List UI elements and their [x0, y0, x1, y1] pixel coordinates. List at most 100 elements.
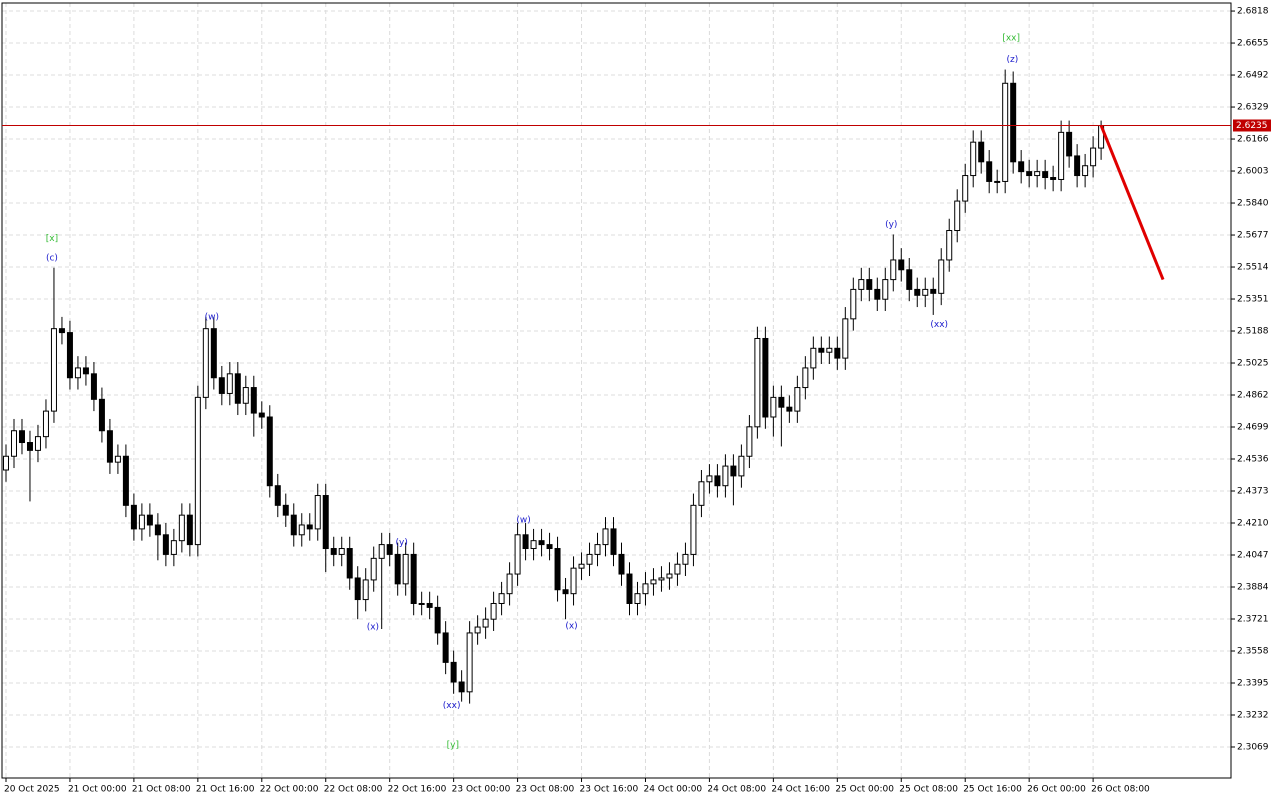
candle-body — [186, 514, 193, 546]
candle-body — [210, 328, 217, 379]
candle-body — [506, 573, 513, 595]
y-tick-label: 2.5840 — [1237, 199, 1269, 209]
candle-body — [130, 504, 137, 530]
candle-body — [1074, 155, 1081, 177]
candle-body — [394, 553, 401, 585]
candle-body — [554, 548, 561, 591]
candle-body — [498, 593, 505, 604]
candle-body — [1050, 177, 1057, 180]
candle-body — [1018, 161, 1025, 173]
x-tick-label: 24 Oct 00:00 — [643, 785, 702, 795]
y-tick-label: 2.3069 — [1237, 742, 1269, 752]
candle-body — [538, 540, 545, 546]
candle-body — [666, 573, 673, 579]
candle-body — [450, 661, 457, 683]
y-tick-label: 2.3232 — [1237, 710, 1269, 720]
candle-body — [298, 524, 305, 536]
x-tick-label: 21 Oct 08:00 — [132, 785, 191, 795]
candle-body — [642, 583, 649, 595]
x-tick-label: 23 Oct 00:00 — [452, 785, 511, 795]
y-tick-label: 2.4047 — [1237, 551, 1269, 561]
candle-body — [1058, 131, 1065, 180]
candle-body — [1066, 131, 1073, 157]
candle-body — [1090, 147, 1097, 167]
candle-body — [882, 279, 889, 300]
candle-body — [730, 465, 737, 477]
y-tick-label: 2.6492 — [1237, 71, 1269, 81]
candle-body — [50, 328, 57, 412]
candle-body — [674, 563, 681, 575]
candle-body — [146, 514, 153, 526]
candle-body — [82, 367, 89, 375]
candle-body — [1082, 165, 1089, 177]
candle-body — [250, 387, 257, 414]
candle-body — [770, 396, 777, 418]
forecast-line — [1099, 124, 1165, 281]
candle-body — [586, 553, 593, 565]
y-tick-label: 2.4862 — [1237, 391, 1269, 401]
y-tick-label: 2.6003 — [1237, 167, 1269, 177]
candle-body — [314, 495, 321, 530]
candle-body — [18, 430, 25, 444]
candle-body — [658, 577, 665, 581]
candle-body — [850, 288, 857, 320]
candle-body — [378, 544, 385, 559]
candle-body — [810, 347, 817, 369]
y-tick-label: 2.3884 — [1237, 582, 1269, 592]
candle-body — [626, 573, 633, 604]
x-tick-label: 26 Oct 08:00 — [1091, 785, 1150, 795]
candle-body — [346, 548, 353, 579]
candle-body — [930, 288, 937, 294]
candle-body — [786, 406, 793, 412]
candle-body — [410, 553, 417, 604]
candle-body — [154, 524, 161, 536]
candle-body — [458, 681, 465, 693]
candle-body — [226, 373, 233, 394]
candle-body — [330, 548, 337, 555]
x-tick-label: 21 Oct 00:00 — [68, 785, 127, 795]
candle-body — [594, 544, 601, 555]
candle-body — [442, 632, 449, 663]
candle-body — [258, 412, 265, 418]
candle-body — [466, 632, 473, 693]
y-tick-label: 2.6166 — [1237, 135, 1269, 145]
candle-body — [1002, 82, 1009, 182]
candle-body — [570, 567, 577, 595]
candle-body — [650, 579, 657, 585]
candle-body — [602, 528, 609, 546]
current-price-label: 2.6235 — [1236, 121, 1268, 131]
candle-body — [266, 416, 273, 487]
candle-body — [402, 553, 409, 585]
candle-body — [514, 534, 521, 575]
candle-body — [90, 373, 97, 400]
candle-body — [946, 230, 953, 261]
y-tick-label: 2.3395 — [1237, 678, 1269, 688]
candle-body — [714, 475, 721, 487]
candle-body — [1026, 171, 1033, 177]
y-tick-label: 2.4536 — [1237, 455, 1269, 465]
candle-body — [698, 481, 705, 506]
candle-body — [986, 161, 993, 182]
candle-body — [898, 259, 905, 271]
x-tick-label: 20 Oct 2025 — [4, 785, 60, 795]
y-tick-label: 2.6818 — [1237, 7, 1269, 17]
y-tick-label: 2.6655 — [1237, 39, 1269, 49]
candle-body — [978, 141, 985, 163]
wave-label: (w) — [205, 312, 219, 322]
candle-body — [954, 200, 961, 232]
wave-label: (c) — [46, 253, 58, 263]
wave-label: [x] — [46, 234, 58, 244]
candle-body — [274, 485, 281, 506]
y-tick-label: 2.5188 — [1237, 327, 1269, 337]
x-tick-label: 25 Oct 00:00 — [835, 785, 894, 795]
candle-body — [106, 430, 113, 463]
candle-body — [530, 540, 537, 550]
candle-body — [578, 563, 585, 569]
candle-body — [778, 396, 785, 408]
candle-body — [522, 534, 529, 550]
y-tick-label: 2.3558 — [1237, 646, 1269, 656]
candle-body — [1010, 82, 1017, 163]
candle-body — [34, 436, 41, 451]
x-tick-label: 21 Oct 16:00 — [196, 785, 255, 795]
